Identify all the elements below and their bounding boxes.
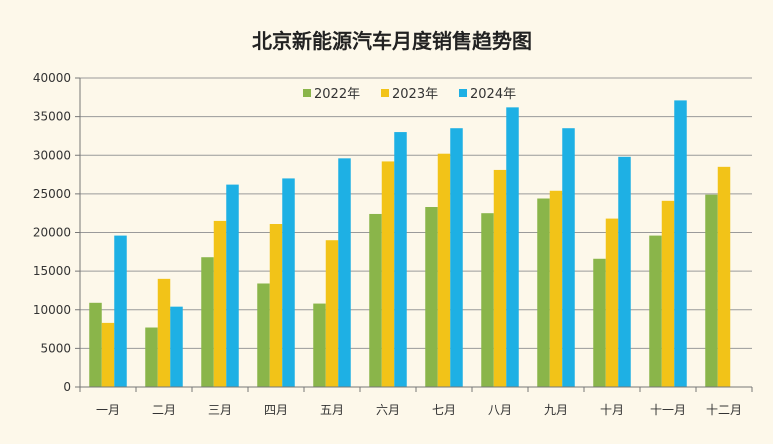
x-tick-label: 四月: [264, 403, 288, 417]
bar-2024年-十一月: [674, 100, 687, 387]
bar-2024年-九月: [562, 128, 575, 387]
bar-2022年-十月: [593, 258, 606, 387]
x-tick-label: 十二月: [706, 403, 742, 417]
bar-2022年-四月: [257, 283, 270, 387]
bar-2024年-五月: [338, 158, 351, 387]
y-tick-label: 35000: [33, 110, 71, 124]
legend-label: 2022年: [314, 87, 360, 102]
legend-label: 2023年: [392, 87, 438, 102]
bar-2023年-三月: [213, 220, 227, 387]
y-tick-label: 40000: [33, 71, 71, 85]
bar-2024年-十月: [618, 156, 631, 387]
y-axis: 0 5000 10000 15000 20000 25000 30000 35000 40000: [33, 71, 81, 394]
x-tick-label: 一月: [96, 403, 120, 417]
y-tick-label: 10000: [33, 303, 71, 317]
y-tick-label: 20000: [33, 226, 71, 240]
bar-2022年-五月: [313, 303, 326, 387]
bar-2024年-一月: [114, 235, 127, 387]
bar-2023年-十二月: [717, 166, 731, 387]
bar-2022年-九月: [537, 198, 550, 387]
bar-2022年-八月: [481, 213, 494, 387]
bar-2023年-五月: [325, 240, 339, 387]
x-axis: 一月 二月 三月 四月 五月 六月 七月 八月 九月 十月 十一月 十二月: [79, 386, 753, 417]
y-tick-label: 5000: [40, 341, 71, 355]
bar-2022年-十二月: [705, 194, 718, 387]
x-tick-label: 九月: [544, 403, 568, 417]
x-tick-label: 八月: [488, 403, 512, 417]
bar-2024年-六月: [394, 132, 407, 387]
legend-label: 2024年: [470, 87, 516, 102]
bar-2023年-十一月: [661, 200, 675, 387]
y-tick-label: 0: [63, 380, 71, 394]
bar-2022年-七月: [425, 207, 438, 387]
bar-2023年-九月: [549, 190, 563, 387]
y-tick-label: 15000: [33, 264, 71, 278]
bar-2024年-八月: [506, 107, 519, 387]
legend: 2022年 2023年 2024年: [303, 87, 516, 102]
bar-2023年-七月: [437, 153, 451, 387]
bar-2024年-二月: [170, 306, 183, 387]
bar-2023年-一月: [101, 322, 115, 387]
x-tick-label: 十一月: [650, 403, 686, 417]
bar-2022年-六月: [369, 213, 382, 387]
y-tick-label: 30000: [33, 148, 71, 162]
x-tick-label: 六月: [376, 403, 400, 417]
bars: [89, 100, 731, 387]
bar-2022年-二月: [145, 327, 158, 387]
bar-2023年-二月: [157, 278, 171, 387]
x-tick-label: 三月: [208, 403, 232, 417]
y-tick-label: 25000: [33, 187, 71, 201]
bar-2023年-四月: [269, 224, 283, 387]
bar-2024年-三月: [226, 184, 239, 387]
bar-2022年-十一月: [649, 235, 662, 387]
legend-swatch-2023年: [381, 89, 389, 97]
bar-2023年-十月: [605, 218, 619, 387]
gridlines: [80, 77, 752, 388]
bar-2023年-八月: [493, 169, 507, 387]
x-tick-label: 七月: [432, 403, 456, 417]
x-tick-label: 十月: [600, 403, 624, 417]
bar-2024年-七月: [450, 128, 463, 387]
bar-2024年-四月: [282, 178, 295, 387]
bar-2023年-六月: [381, 161, 395, 387]
x-tick-label: 五月: [320, 403, 344, 417]
x-tick-label: 二月: [152, 403, 176, 417]
bar-2022年-一月: [89, 302, 102, 387]
legend-swatch-2022年: [303, 89, 311, 97]
bar-2022年-三月: [201, 257, 214, 387]
chart-title: 北京新能源汽车月度销售趋势图: [252, 29, 532, 53]
legend-swatch-2024年: [459, 89, 467, 97]
